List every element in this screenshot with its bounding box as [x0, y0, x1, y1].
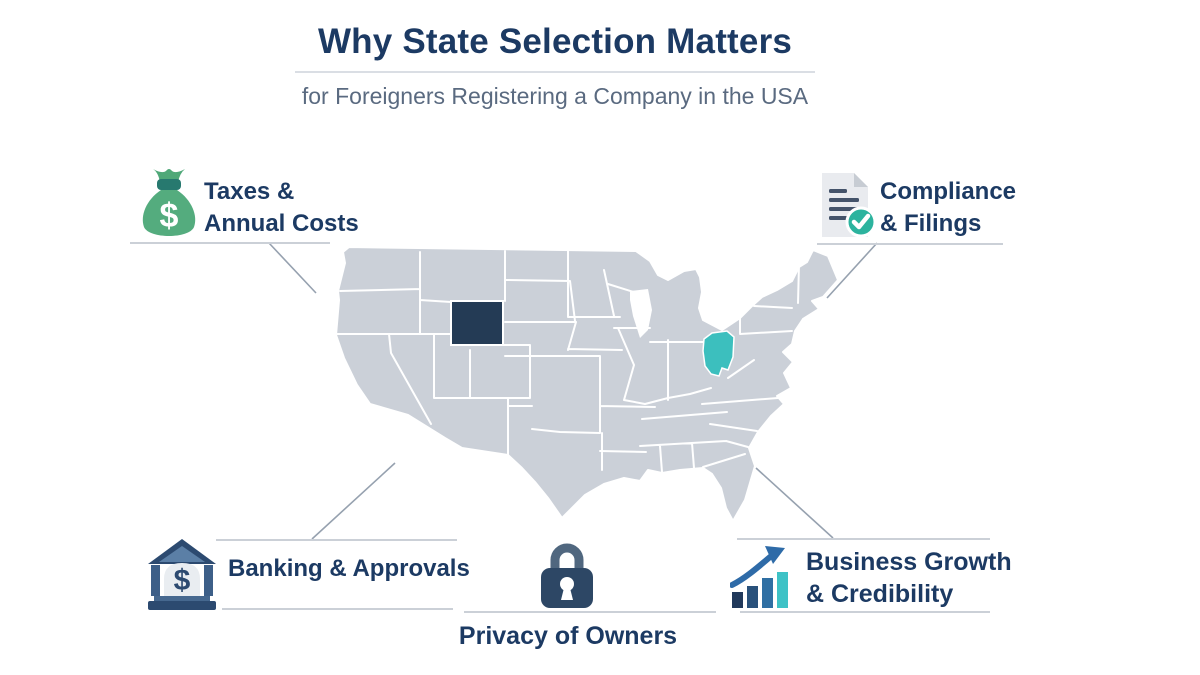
- usa-map: [335, 246, 839, 522]
- money-bag-icon: $: [136, 166, 202, 249]
- document-check-icon: [816, 170, 880, 245]
- page-subtitle: for Foreigners Registering a Company in …: [301, 83, 809, 109]
- taxes-label-line1: Taxes &: [204, 178, 295, 205]
- growth-label: Business Growth & Credibility: [806, 546, 1012, 610]
- banking-label: Banking & Approvals: [228, 555, 470, 582]
- page-title: Why State Selection Matters: [317, 22, 793, 61]
- header: Why State Selection Matters for Foreigne…: [80, 22, 1030, 110]
- compliance-label-line2: & Filings: [880, 210, 982, 237]
- taxes-underline: [130, 242, 330, 244]
- state-ohio: [702, 330, 735, 377]
- dollar-glyph: $: [160, 197, 179, 235]
- banking-topline: [216, 539, 457, 541]
- bank-icon: $: [146, 537, 218, 616]
- title-divider: [295, 71, 815, 73]
- state-wyoming: [450, 300, 504, 346]
- us-landmass: [335, 246, 839, 522]
- compliance-underline: [817, 243, 1003, 245]
- taxes-label-line2: Annual Costs: [204, 210, 359, 237]
- dollar-glyph: $: [174, 564, 191, 597]
- taxes-label: Taxes & Annual Costs: [204, 176, 359, 240]
- growth-topline: [737, 538, 990, 540]
- compliance-label-line1: Compliance: [880, 178, 1017, 205]
- connector-banking: [311, 462, 396, 540]
- banking-underline: [222, 608, 453, 610]
- privacy-label: Privacy of Owners: [458, 622, 678, 650]
- growth-label-line2: & Credibility: [806, 580, 954, 608]
- growth-chart-icon: [729, 545, 794, 614]
- growth-label-line1: Business Growth: [806, 548, 1012, 576]
- padlock-icon: [538, 541, 596, 614]
- checkmark-glyph: [851, 213, 871, 230]
- state-borders: [335, 250, 800, 473]
- connector-growth: [755, 467, 834, 539]
- lake-michigan: [630, 289, 652, 338]
- compliance-label: Compliance & Filings: [880, 176, 1016, 240]
- growth-underline: [740, 611, 990, 613]
- connector-compliance: [826, 242, 878, 299]
- privacy-topline: [464, 611, 716, 613]
- connector-taxes: [268, 242, 317, 294]
- connector-lines: [268, 242, 878, 540]
